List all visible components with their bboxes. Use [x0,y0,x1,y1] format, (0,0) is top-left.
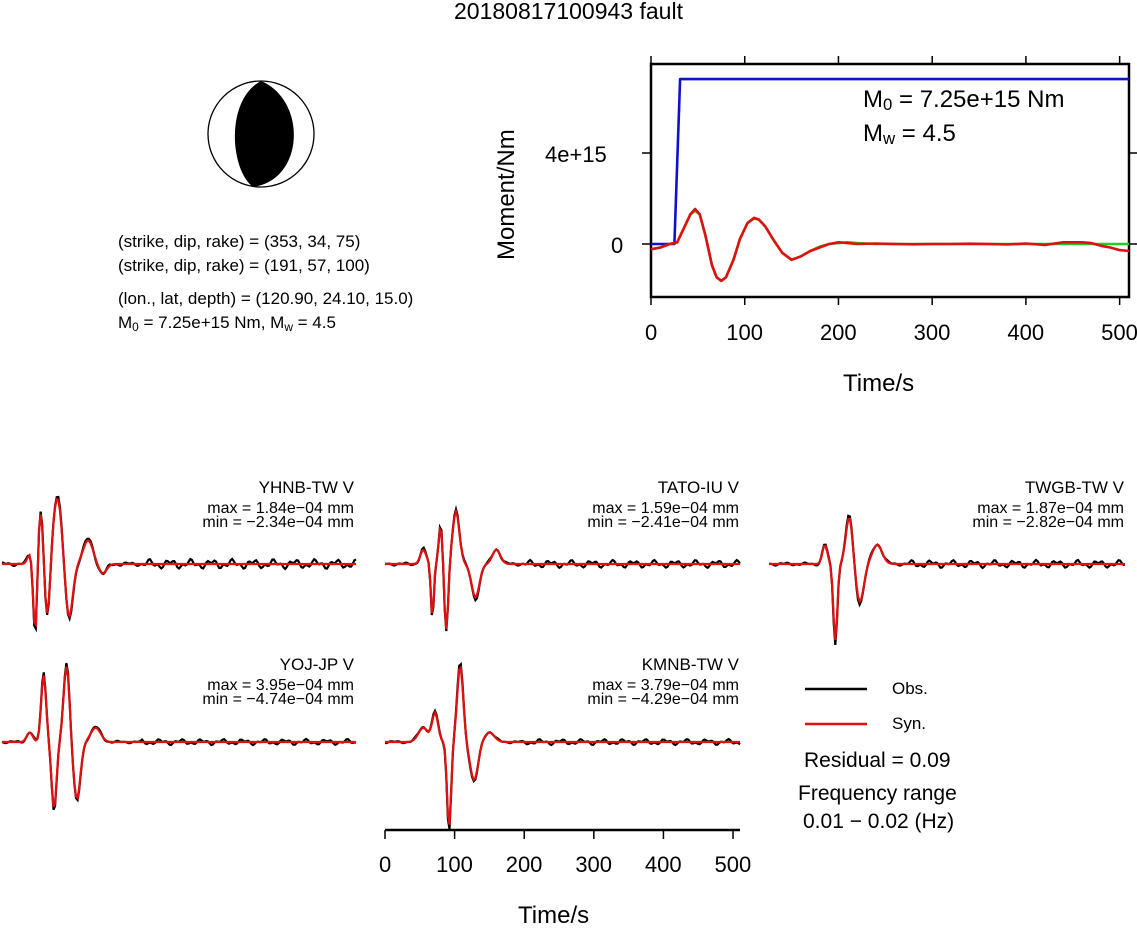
nodal-plane-2: (strike, dip, rake) = (191, 57, 100) [118,256,370,275]
moment-plot-frame [649,62,1131,299]
station-1-min: min = −2.34e−04 mm [202,514,354,531]
legend-obs-label: Obs. [892,679,928,698]
station-3-max: max = 1.87e−04 mm [977,500,1124,517]
station-1-max: max = 1.84e−04 mm [207,500,354,517]
moment-x-tick-label-0: 0 [645,320,658,345]
legend-syn-label: Syn. [892,714,927,733]
waveform-x-axis-label: Time/s [518,902,590,929]
moment-x-tick-label-100: 100 [726,320,763,345]
station-5-name: KMNB-TW V [641,655,739,674]
moment-series-moment-rate-fit [650,207,1130,283]
frequency-range-title: Frequency range [798,782,957,805]
waveform-x-tick-label-500: 500 [714,852,752,877]
moment-x-tick-label-500: 500 [1101,320,1137,345]
residual-label: Residual = 0.09 [804,749,951,772]
figure-title: 20180817100943 fault [454,0,683,24]
station-3-name: TWGB-TW V [1024,478,1124,497]
waveform-x-tick-label-300: 300 [575,852,613,877]
moment-mw-annotation: Mw = 4.5 [863,120,956,148]
moment-x-tick-label-400: 400 [1007,320,1045,345]
moment-m0-annotation: M0 = 7.25e+15 Nm [863,86,1065,114]
waveform-observed-3 [768,514,1126,645]
moment-x-tick-label-200: 200 [819,320,857,345]
waveform-x-tick-label-200: 200 [505,852,543,877]
moment-x-tick-label-300: 300 [913,320,951,345]
moment-x-axis-label: Time/s [843,370,915,397]
frequency-range-value: 0.01 − 0.02 (Hz) [803,810,955,833]
moment-summary: M0 = 7.25e+15 Nm, Mw = 4.5 [118,313,336,334]
station-4-max: max = 3.95e−04 mm [207,677,354,694]
station-3-min: min = −2.82e−04 mm [972,514,1124,531]
station-2-max: max = 1.59e−04 mm [592,500,739,517]
waveform-x-tick-label-400: 400 [644,852,682,877]
moment-y-tick-4e15: 4e+15 [545,142,607,167]
waveform-x-tick-label-0: 0 [379,852,392,877]
station-5-max: max = 3.79e−04 mm [592,677,739,694]
waveform-synthetic-1 [2,497,356,628]
waveform-synthetic-2 [385,507,740,629]
moment-series-cumulative-moment [651,77,1129,246]
waveform-synthetic-4 [2,666,356,808]
station-2-name: TATO-IU V [657,478,739,497]
station-2-min: min = −2.41e−04 mm [587,514,739,531]
nodal-plane-1: (strike, dip, rake) = (353, 34, 75) [118,232,361,251]
station-4-name: YOJ-JP V [279,655,354,674]
waveform-x-tick-label-100: 100 [436,852,473,877]
station-5-min: min = −4.29e−04 mm [587,691,739,708]
waveform-synthetic-5 [385,665,740,825]
waveform-synthetic-3 [769,517,1125,641]
source-location: (lon., lat, depth) = (120.90, 24.10, 15.… [118,289,414,308]
moment-y-tick-0: 0 [611,233,624,258]
station-1-name: YHNB-TW V [258,478,354,497]
station-4-min: min = −4.74e−04 mm [202,691,354,708]
